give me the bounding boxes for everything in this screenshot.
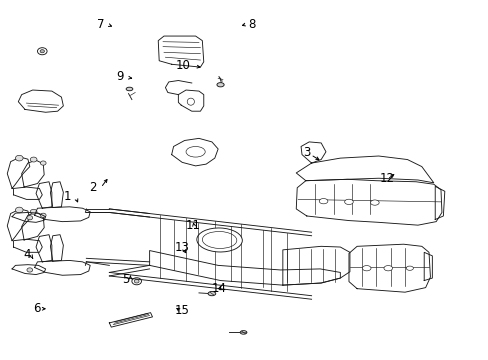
Ellipse shape	[16, 207, 23, 213]
Polygon shape	[21, 212, 44, 240]
Polygon shape	[50, 235, 63, 261]
Ellipse shape	[27, 216, 33, 220]
Polygon shape	[149, 251, 340, 285]
Polygon shape	[296, 156, 433, 183]
Polygon shape	[348, 244, 429, 292]
Ellipse shape	[362, 266, 370, 271]
Ellipse shape	[30, 209, 37, 214]
Ellipse shape	[126, 87, 133, 91]
Polygon shape	[158, 36, 203, 67]
Polygon shape	[109, 312, 152, 327]
Polygon shape	[7, 157, 30, 189]
Ellipse shape	[16, 155, 23, 161]
Polygon shape	[12, 212, 45, 222]
Polygon shape	[14, 187, 42, 199]
Polygon shape	[36, 235, 52, 262]
Ellipse shape	[41, 161, 46, 165]
Polygon shape	[424, 252, 431, 280]
Ellipse shape	[344, 199, 352, 204]
Text: 12: 12	[379, 172, 394, 185]
Text: 11: 11	[185, 219, 201, 232]
Ellipse shape	[134, 279, 139, 283]
Polygon shape	[14, 239, 42, 252]
Ellipse shape	[197, 228, 242, 252]
Polygon shape	[178, 90, 203, 111]
Polygon shape	[165, 81, 191, 95]
Polygon shape	[296, 179, 441, 225]
Ellipse shape	[208, 292, 215, 296]
Ellipse shape	[30, 157, 37, 162]
Ellipse shape	[406, 266, 412, 270]
Polygon shape	[171, 138, 218, 166]
Text: 9: 9	[116, 71, 123, 84]
Polygon shape	[301, 142, 325, 163]
Polygon shape	[12, 265, 45, 275]
Text: 2: 2	[89, 181, 96, 194]
Polygon shape	[35, 260, 90, 275]
Text: 13: 13	[175, 241, 189, 254]
Text: 4: 4	[23, 248, 31, 261]
Ellipse shape	[40, 50, 44, 53]
Text: 8: 8	[248, 18, 255, 31]
Text: 5: 5	[122, 273, 129, 286]
Ellipse shape	[41, 213, 46, 217]
Ellipse shape	[132, 278, 141, 285]
Ellipse shape	[370, 200, 378, 205]
Ellipse shape	[383, 266, 392, 271]
Polygon shape	[36, 182, 52, 208]
Ellipse shape	[319, 198, 327, 204]
Text: 14: 14	[211, 282, 226, 295]
Text: 1: 1	[63, 190, 71, 203]
Polygon shape	[434, 186, 444, 220]
Polygon shape	[282, 246, 349, 285]
Ellipse shape	[27, 268, 33, 272]
Ellipse shape	[240, 330, 246, 334]
Polygon shape	[35, 207, 90, 222]
Ellipse shape	[185, 147, 205, 157]
Polygon shape	[21, 160, 44, 187]
Polygon shape	[7, 209, 30, 241]
Text: 7: 7	[97, 18, 104, 31]
Polygon shape	[18, 90, 63, 112]
Ellipse shape	[217, 83, 224, 87]
Ellipse shape	[38, 48, 47, 55]
Text: 3: 3	[303, 146, 310, 159]
Ellipse shape	[187, 98, 194, 105]
Text: 10: 10	[176, 59, 190, 72]
Ellipse shape	[202, 231, 236, 248]
Polygon shape	[50, 182, 63, 207]
Text: 15: 15	[175, 304, 189, 317]
Text: 6: 6	[33, 302, 40, 315]
